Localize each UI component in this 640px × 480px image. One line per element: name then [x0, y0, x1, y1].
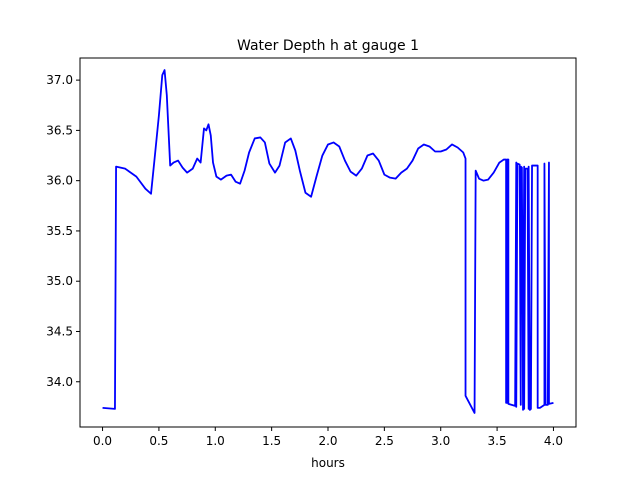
y-axis-ticks: 34.0 34.5 35.0 35.5 36.0 36.5 37.0	[46, 73, 80, 389]
series-line	[102, 69, 554, 414]
y-tick-label: 34.5	[46, 324, 73, 338]
x-tick-label: 0.0	[93, 434, 112, 448]
x-tick-label: 1.0	[206, 434, 225, 448]
series-group	[102, 69, 554, 414]
y-tick-label: 36.0	[46, 174, 73, 188]
x-axis-ticks: 0.0 0.5 1.0 1.5 2.0 2.5 3.0 3.5 4.0	[93, 427, 563, 448]
y-tick-label: 36.5	[46, 123, 73, 137]
chart-title: Water Depth h at gauge 1	[237, 38, 419, 54]
plot-frame	[79, 57, 577, 428]
y-tick-label: 35.5	[46, 224, 73, 238]
x-tick-label: 2.5	[375, 434, 394, 448]
x-tick-label: 4.0	[544, 434, 563, 448]
x-tick-label: 2.0	[318, 434, 337, 448]
x-tick-label: 0.5	[149, 434, 168, 448]
y-tick-label: 35.0	[46, 274, 73, 288]
x-axis-label: hours	[311, 456, 345, 470]
y-tick-label: 37.0	[46, 73, 73, 87]
x-tick-label: 3.0	[431, 434, 450, 448]
x-tick-label: 1.5	[262, 434, 281, 448]
x-tick-label: 3.5	[488, 434, 507, 448]
y-tick-label: 34.0	[46, 375, 73, 389]
